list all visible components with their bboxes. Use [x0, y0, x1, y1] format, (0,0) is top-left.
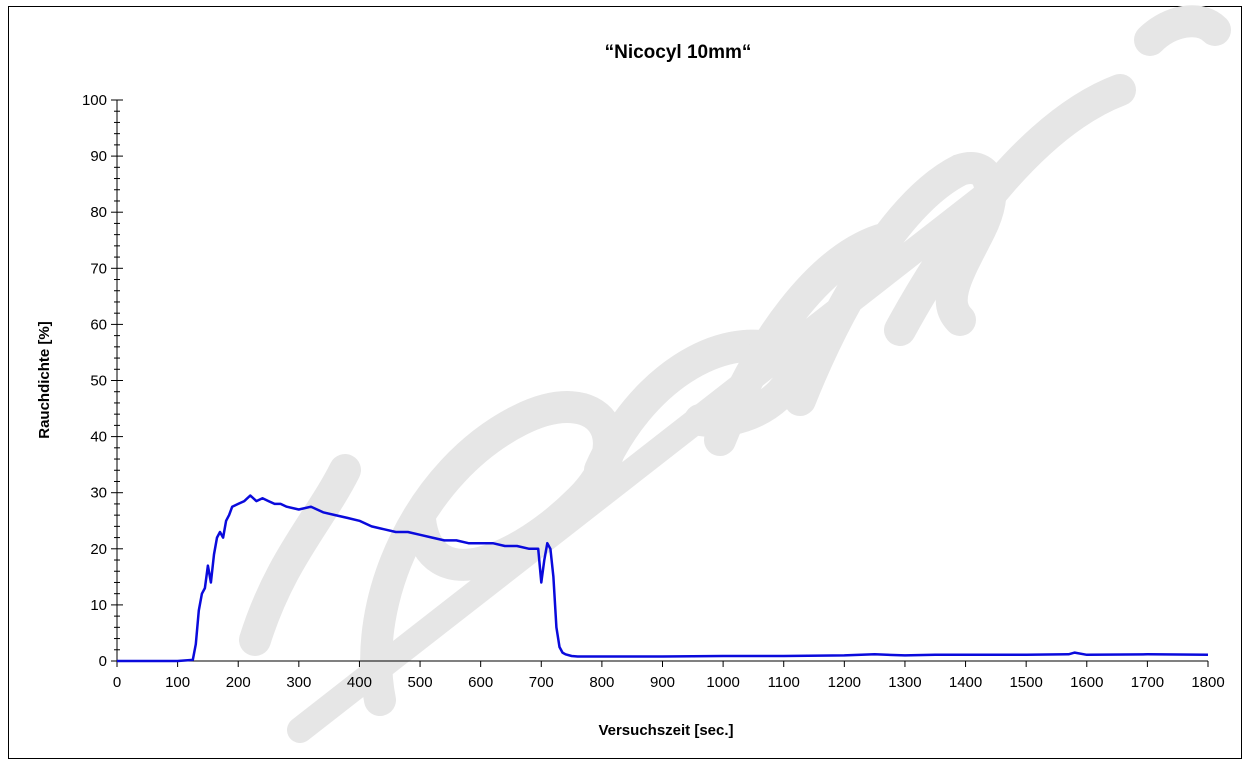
x-tick-label: 800 [589, 674, 614, 691]
chart-title: “Nicocyl 10mm“ [605, 42, 752, 63]
y-tick-label: 30 [90, 485, 107, 502]
y-tick-label: 10 [90, 597, 107, 614]
x-axis-title: Versuchszeit [sec.] [598, 722, 733, 739]
watermark-stroke [287, 167, 1018, 743]
watermark-stroke [704, 224, 896, 456]
y-axis-title: Rauchdichte [%] [36, 321, 53, 439]
x-tick-label: 1100 [768, 674, 800, 691]
y-tick-label: 70 [90, 260, 107, 277]
y-tick-label: 50 [90, 373, 107, 390]
y-tick-label: 0 [99, 653, 107, 670]
watermark-stroke [239, 454, 361, 656]
watermark-stroke [884, 74, 1136, 346]
x-tick-labels: 0 100 200 300 400 500 600 700 800 900 1000 1100 1200… [113, 674, 1225, 691]
x-tick-label: 0 [113, 674, 121, 691]
x-tick-label: 600 [468, 674, 493, 691]
x-tick-label: 1600 [1070, 674, 1103, 691]
x-tick-label: 1500 [1009, 674, 1042, 691]
y-tick-labels: 0 10 20 30 40 50 60 70 80 90 100 [82, 92, 107, 670]
x-tick-label: 1700 [1131, 674, 1164, 691]
series-line [117, 494, 1209, 663]
y-tick-label: 80 [90, 204, 107, 221]
y-tick-label: 90 [90, 148, 107, 165]
x-tick-label: 1200 [828, 674, 861, 691]
x-tick-label: 1000 [706, 674, 739, 691]
x-tick-label: 900 [650, 674, 675, 691]
x-tick-label: 300 [286, 674, 311, 691]
x-tick-label: 700 [529, 674, 554, 691]
x-tick-label: 100 [165, 674, 190, 691]
y-tick-label: 100 [82, 92, 107, 109]
y-tick-label: 60 [90, 316, 107, 333]
watermark-stroke [360, 391, 625, 716]
watermark-stroke [1134, 5, 1231, 56]
x-tick-label: 500 [408, 674, 433, 691]
x-tick-label: 1800 [1191, 674, 1224, 691]
x-tick-label: 1400 [949, 674, 982, 691]
y-tick-label: 20 [90, 541, 107, 558]
watermark-stroke [784, 152, 1007, 416]
x-tick-label: 1300 [888, 674, 921, 691]
watermark-logo [239, 5, 1231, 743]
y-tick-label: 40 [90, 429, 107, 446]
x-tick-label: 400 [347, 674, 372, 691]
x-tick-label: 200 [226, 674, 251, 691]
